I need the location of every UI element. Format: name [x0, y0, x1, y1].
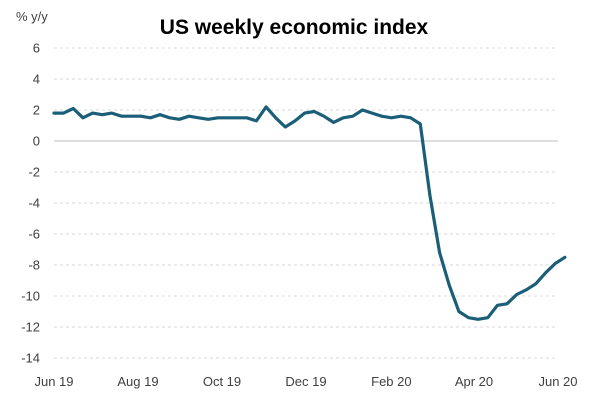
y-tick-label: 4: [33, 72, 40, 87]
x-axis-tick-labels: Jun 19 Aug 19 Oct 19 Dec 19 Feb 20 Apr 20 Jun …: [34, 374, 577, 389]
series-layer: [52, 105, 567, 321]
y-tick-label: -14: [21, 351, 40, 366]
series-line: [52, 105, 567, 321]
y-axis-unit-label: % y/y: [16, 9, 48, 24]
y-tick-label: -2: [28, 165, 40, 180]
x-tick-label: Aug 19: [117, 374, 158, 389]
y-tick-label: -6: [28, 227, 40, 242]
x-tick-label: Apr 20: [455, 374, 493, 389]
y-tick-label: 2: [33, 103, 40, 118]
y-tick-label: -12: [21, 320, 40, 335]
x-tick-label: Jun 20: [538, 374, 577, 389]
y-tick-label: -4: [28, 196, 40, 211]
x-tick-label: Oct 19: [203, 374, 241, 389]
y-axis-tick-labels: 6 4 2 0 -2 -4 -6 -8 -10 -12 -14: [21, 41, 40, 366]
chart-title: US weekly economic index: [160, 16, 429, 39]
gridlines: [54, 47, 558, 359]
y-tick-label: 0: [33, 134, 40, 149]
x-tick-label: Dec 19: [285, 374, 326, 389]
y-tick-label: -8: [28, 258, 40, 273]
x-tick-label: Feb 20: [371, 374, 411, 389]
y-tick-label: -10: [21, 289, 40, 304]
y-tick-label: 6: [33, 41, 40, 56]
x-tick-label: Jun 19: [34, 374, 73, 389]
